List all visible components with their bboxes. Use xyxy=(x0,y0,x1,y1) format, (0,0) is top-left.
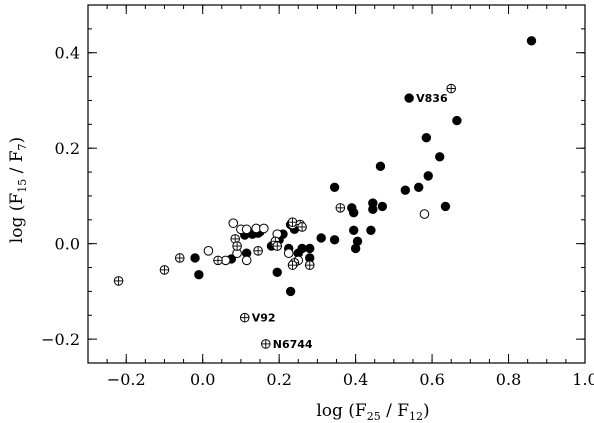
filled-circle-point xyxy=(329,235,340,245)
open-circle-point xyxy=(241,255,252,266)
point-annotation: V92 xyxy=(252,312,276,325)
point-annotation: V836 xyxy=(416,92,448,105)
filled-circle-point xyxy=(375,161,386,172)
annotations-group: V836 V92 N6744 xyxy=(252,92,448,351)
filled-circle-point xyxy=(272,267,282,278)
x-tick-label: 0.4 xyxy=(343,370,368,389)
x-tick-label: 0.0 xyxy=(190,370,215,389)
filled-circle-point xyxy=(285,286,296,297)
circled-plus-point xyxy=(287,260,298,270)
filled-circle-point xyxy=(413,182,424,193)
x-tick-label: 0.8 xyxy=(496,370,521,389)
x-tick-label: 0.2 xyxy=(266,370,291,389)
filled-circle-point xyxy=(190,253,200,263)
y-axis-title: log (F15 / F7) xyxy=(7,137,29,243)
open-circle-point xyxy=(259,223,269,234)
x-tick-label: 1.0 xyxy=(572,370,594,389)
filled-circle-point xyxy=(316,233,326,243)
circled-plus-point xyxy=(297,222,307,232)
filled-circle-point xyxy=(349,207,359,218)
circled-plus-point xyxy=(113,276,124,286)
circled-plus-point xyxy=(304,260,315,270)
filled-circle-point xyxy=(329,182,340,193)
open-circle-point xyxy=(203,246,214,256)
filled-circle-point xyxy=(349,225,359,236)
filled-circle-point xyxy=(350,243,361,254)
y-tick-label: 0.0 xyxy=(55,235,80,254)
filled-circle-point xyxy=(400,185,411,195)
open-circle-point xyxy=(283,248,294,259)
filled-circle-point xyxy=(366,225,376,236)
open-circle-point xyxy=(228,218,239,228)
circled-plus-point xyxy=(260,339,271,349)
open-circle-point xyxy=(241,224,252,235)
open-circle-point xyxy=(419,209,430,219)
filled-circle-point xyxy=(526,36,537,46)
filled-circle-point xyxy=(423,171,433,181)
circled-plus-point xyxy=(253,246,263,256)
filled-circle-point xyxy=(194,269,204,280)
filled-circle-point xyxy=(440,201,451,212)
filled-circle-point xyxy=(435,152,445,162)
y-tick-label: 0.2 xyxy=(55,139,80,158)
filled-circle-point xyxy=(452,115,462,126)
circled-plus-point xyxy=(335,203,346,213)
x-tick-label: −0.2 xyxy=(107,370,146,389)
filled-circle-point xyxy=(377,201,388,212)
y-tick-label: 0.4 xyxy=(55,44,80,63)
circled-plus-point xyxy=(232,241,242,251)
filled-circle-point xyxy=(368,204,378,214)
y-tick-label: −0.2 xyxy=(41,330,80,349)
circled-plus-point xyxy=(213,255,223,266)
point-annotation: N6744 xyxy=(273,338,313,351)
circled-plus-point xyxy=(446,83,456,94)
circled-plus-point xyxy=(174,253,185,263)
filled-circle-point xyxy=(404,93,414,103)
ticks-group: −0.2 0.0 0.2 0.4 0.6 0.8 1.0 −0.2 0.0 0.2 0.4 xyxy=(41,4,594,389)
circled-plus-point xyxy=(159,265,170,275)
data-points-group xyxy=(113,36,537,349)
x-axis-title: log (F25 / F12) xyxy=(316,401,429,423)
circled-plus-point xyxy=(272,241,283,251)
filled-circle-point xyxy=(421,132,432,143)
x-tick-label: 0.6 xyxy=(419,370,444,389)
circled-plus-point xyxy=(239,312,250,323)
